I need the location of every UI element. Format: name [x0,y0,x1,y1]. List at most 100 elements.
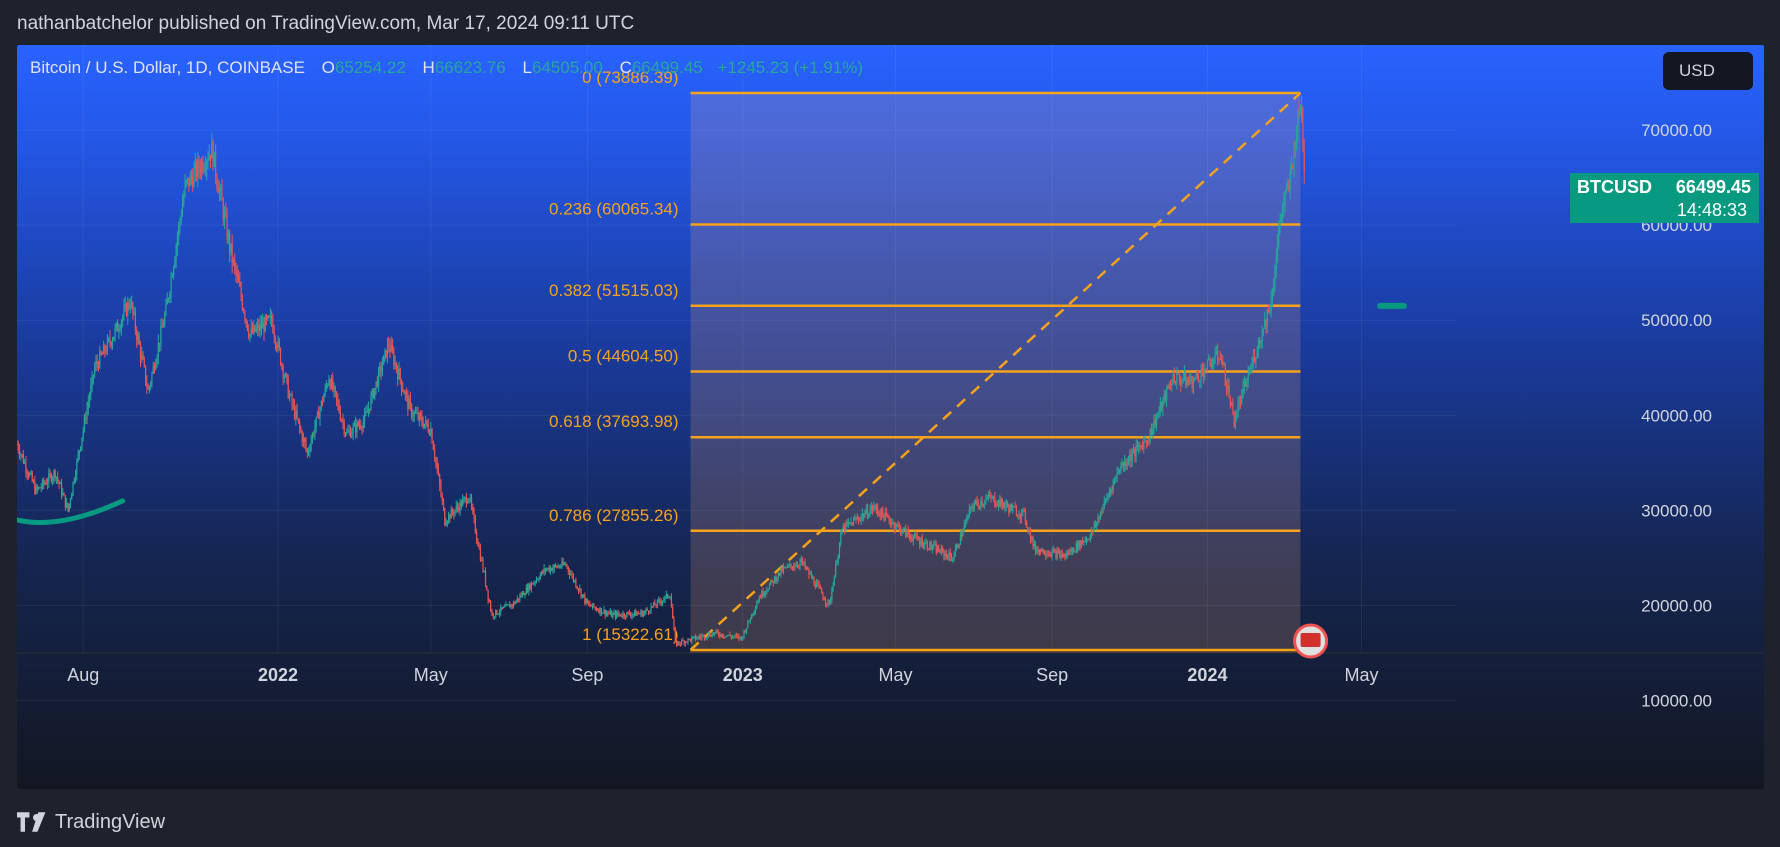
candle-body [450,509,452,519]
candle-body [638,613,641,615]
candle-body [448,514,450,522]
candle-body [504,606,506,608]
candlestick-chart[interactable]: 0 (73886.39) 0.236 (60065.34) 0.382 (51515… [17,45,1764,789]
candle-body [1302,117,1304,151]
candle-body [1189,380,1191,382]
candle-body [695,636,697,640]
fib-level-label: 0.5 (44604.50) [568,347,679,366]
candle-body [88,395,91,403]
candle-body [752,613,754,615]
candle-body [440,485,442,496]
candle-body [206,161,208,169]
candle-body [297,418,299,422]
candle-body [1163,393,1165,400]
candle-body [325,385,327,388]
candle-body [344,433,347,435]
candle-body [785,567,787,569]
fib-level-label: 0.618 (37693.98) [549,412,679,431]
candle-body [510,604,512,608]
candle-body [631,614,633,617]
candle-body [441,495,443,501]
candle-body [926,541,928,549]
candle-body [1231,402,1233,406]
candle-body [912,537,914,541]
candle-body [1103,500,1105,508]
candle-body [232,259,235,263]
candle-body [1078,540,1080,550]
candle-body [723,636,725,638]
candle-body [557,566,559,568]
candle-body [306,449,308,453]
candle-body [1283,201,1285,207]
candle-body [521,592,524,597]
candle-body [328,380,330,385]
candle-body [921,538,923,547]
open-label: O [321,58,335,77]
currency-button[interactable]: USD [1663,52,1753,90]
chart-panel[interactable]: 0 (73886.39) 0.236 (60065.34) 0.382 (51515… [17,45,1764,789]
candle-body [663,599,665,601]
candle-body [216,176,218,186]
fib-trend-line [689,92,1302,651]
candle-body [594,607,596,609]
candle-body [614,612,617,618]
candle-body [924,542,926,547]
candle-body [1214,354,1216,362]
candle-body [412,416,414,418]
candle-body [222,201,224,221]
candle-body [763,594,765,596]
price-tag-value: 66499.45 [1675,177,1751,197]
candle-body [829,600,832,604]
candle-body [453,512,455,515]
candle-body [546,569,548,571]
candle-body [670,596,673,608]
candle-body [617,612,619,615]
candle-body [959,533,962,545]
candle-body [1147,440,1149,443]
candle-body [491,611,493,614]
candle-body [1122,462,1125,466]
candle-body [249,334,251,337]
candle-body [1112,481,1114,491]
candle-body [882,508,884,515]
candle-body [236,274,238,276]
candle-body [122,316,124,322]
candle-body [878,512,880,514]
candle-body [1037,549,1039,554]
candle-body [136,329,138,340]
candle-body [187,177,189,181]
candle-body [1222,360,1224,365]
candle-body [169,293,171,299]
candle-body [515,600,517,604]
candle-body [651,606,653,608]
candle-body [355,423,357,433]
candle-body [176,237,179,247]
candle-body [1290,166,1293,172]
candle-body [731,636,734,638]
candle-body [693,636,695,638]
candle-body [17,443,19,451]
candle-body [608,613,610,615]
candle-body [655,605,657,607]
candle-body [627,612,629,614]
candle-body [468,498,470,502]
candle-body [1012,506,1014,512]
candle-body [588,603,590,605]
candle-body [316,411,319,417]
candle-body [375,381,377,388]
candle-body [1092,531,1094,533]
candle-body [41,480,44,488]
candle-body [78,450,80,454]
candle-body [777,572,779,579]
candle-body [860,516,862,521]
candle-body [945,553,948,556]
candle-body [372,389,375,398]
candle-body [1166,387,1168,401]
candle-body [229,232,231,253]
candle-body [1294,143,1296,150]
candle-body [650,606,652,612]
candle-body [944,553,946,557]
tradingview-footer[interactable]: TradingView [17,807,165,837]
candle-body [1135,445,1137,456]
candle-body [931,547,934,549]
